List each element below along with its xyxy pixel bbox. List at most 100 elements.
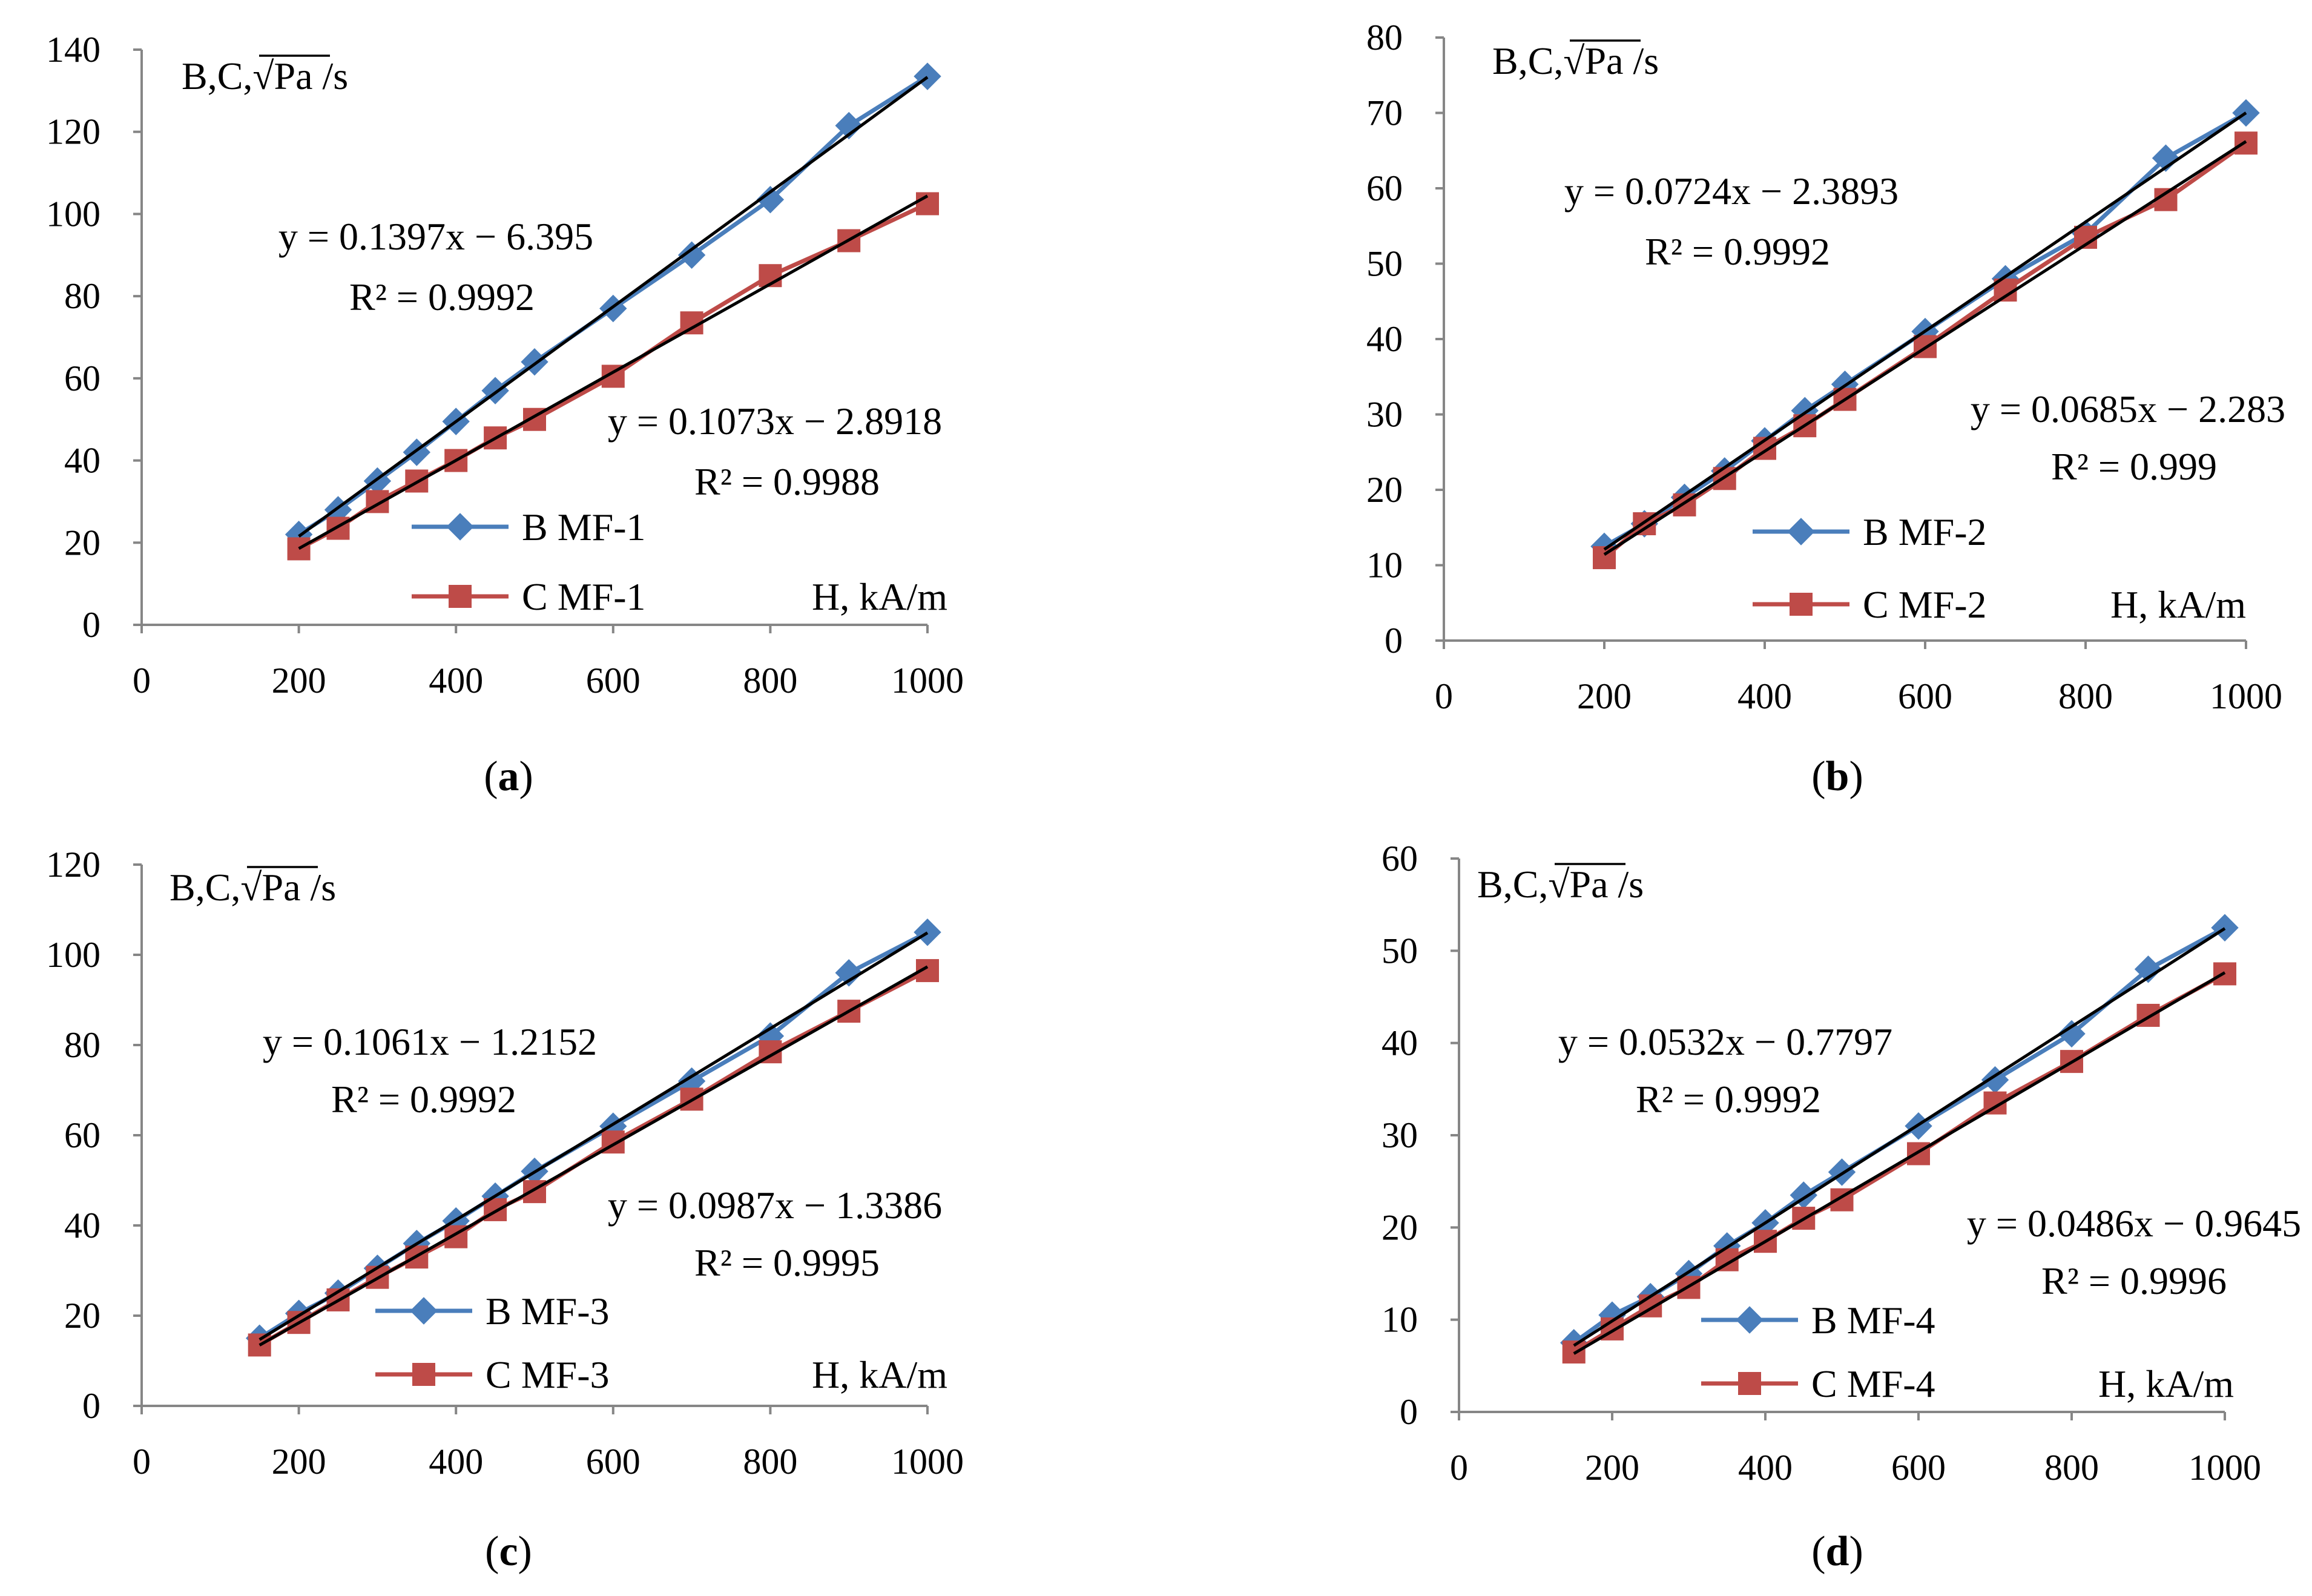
trend-equation-b: y = 0.0532x − 0.7797 <box>1558 1020 1892 1063</box>
y-axis-label: B,C,√Pa /s <box>170 866 336 909</box>
x-tick-label: 0 <box>1435 676 1453 716</box>
x-tick-label: 1000 <box>891 1442 964 1482</box>
y-tick-label: 10 <box>1366 546 1403 585</box>
x-tick-label: 600 <box>586 661 641 701</box>
x-axis-label: H, kA/m <box>2110 583 2246 626</box>
panel-caption: (a) <box>484 753 533 800</box>
data-point-b <box>2211 914 2239 941</box>
legend-marker-b <box>1736 1306 1764 1334</box>
legend-label-b: B MF-1 <box>522 506 646 549</box>
y-tick-label: 0 <box>82 605 100 645</box>
legend-label-c: C MF-3 <box>486 1353 610 1396</box>
sqrt-radicand: Pa <box>1585 39 1624 82</box>
panel-caption: (b) <box>1811 753 1863 800</box>
y-tick-label: 120 <box>46 845 100 885</box>
x-axis-label: H, kA/m <box>812 575 947 618</box>
trend-r2-c: R² = 0.9996 <box>2041 1259 2227 1302</box>
trendline-c <box>259 965 929 1347</box>
data-point-b <box>2058 1020 2086 1048</box>
y-tick-label: 60 <box>1366 168 1403 208</box>
trend-equation-c: y = 0.0486x − 0.9645 <box>1967 1202 2301 1245</box>
y-axis-label: B,C,√Pa /s <box>1477 863 1644 906</box>
y-axis-label: B,C,√Pa /s <box>182 54 348 97</box>
legend-label-c: C MF-4 <box>1811 1362 1935 1405</box>
x-tick-label: 400 <box>1737 676 1792 716</box>
x-axis-label: H, kA/m <box>2098 1362 2234 1405</box>
sqrt-radicand: Pa <box>262 866 301 909</box>
x-tick-label: 200 <box>1585 1448 1639 1488</box>
trend-equation-c: y = 0.0685x − 2.283 <box>1971 387 2285 430</box>
sqrt-radicand: Pa <box>274 54 313 97</box>
trend-equation-c: y = 0.0987x − 1.3386 <box>608 1184 942 1227</box>
data-point-b <box>677 241 706 269</box>
y-tick-label: 100 <box>46 935 100 975</box>
legend-marker-c <box>449 585 472 608</box>
y-tick-label: 50 <box>1366 244 1403 284</box>
y-tick-label: 20 <box>1366 470 1403 510</box>
legend-label-b: B MF-3 <box>486 1290 610 1333</box>
y-tick-label: 0 <box>82 1386 100 1426</box>
x-axis-label: H, kA/m <box>812 1353 947 1396</box>
trend-equation-b: y = 0.1061x − 1.2152 <box>263 1020 597 1063</box>
y-tick-label: 60 <box>64 1115 100 1155</box>
y-tick-label: 50 <box>1382 931 1418 971</box>
x-tick-label: 600 <box>1891 1448 1946 1488</box>
chart-panel-c: 0 20 40 60 80 100 120 0 200 400 600 800 1000 B,C,√Pa … <box>46 845 964 1575</box>
x-tick-label: 1000 <box>2188 1448 2261 1488</box>
y-tick-label: 10 <box>1382 1300 1418 1340</box>
panel-caption: (c) <box>485 1528 532 1575</box>
y-tick-label: 140 <box>46 30 100 70</box>
data-point-b <box>835 111 863 140</box>
legend-marker-c <box>1790 593 1813 616</box>
y-tick-label: 20 <box>1382 1207 1418 1247</box>
x-tick-label: 200 <box>1577 676 1632 716</box>
trend-equation-b: y = 0.0724x − 2.3893 <box>1564 170 1899 213</box>
legend-marker-c <box>412 1363 435 1386</box>
y-tick-label: 60 <box>64 358 100 398</box>
trend-r2-c: R² = 0.9988 <box>694 460 880 503</box>
data-point-b <box>914 918 941 946</box>
data-point-b <box>835 959 863 987</box>
trend-r2-c: R² = 0.999 <box>2051 445 2217 488</box>
y-tick-label: 30 <box>1382 1115 1418 1155</box>
legend-label-b: B MF-4 <box>1811 1299 1935 1342</box>
x-tick-label: 800 <box>743 1442 797 1482</box>
data-point-b <box>756 185 785 214</box>
trend-r2-b: R² = 0.9992 <box>1636 1078 1821 1121</box>
x-tick-label: 800 <box>2044 1448 2099 1488</box>
trendline-b <box>259 931 929 1341</box>
chart-panel-a: 0 20 40 60 80 100 120 140 0 200 400 600 800 1000 B,C,√… <box>46 30 964 800</box>
trendline-b <box>1573 927 2226 1347</box>
trendline-c <box>298 194 929 550</box>
y-tick-label: 0 <box>1400 1392 1418 1432</box>
legend-label-b: B MF-2 <box>1863 510 1987 553</box>
y-tick-label: 60 <box>1382 839 1418 879</box>
y-tick-label: 40 <box>1366 319 1403 359</box>
y-tick-label: 20 <box>64 1296 100 1336</box>
x-tick-label: 0 <box>133 1442 151 1482</box>
x-tick-label: 600 <box>586 1442 641 1482</box>
trend-r2-b: R² = 0.9992 <box>331 1078 516 1121</box>
y-tick-label: 30 <box>1366 395 1403 435</box>
legend-marker-b <box>446 513 474 541</box>
y-axis-label: B,C,√Pa /s <box>1492 39 1659 82</box>
x-tick-label: 400 <box>1738 1448 1793 1488</box>
x-tick-label: 0 <box>133 661 151 701</box>
y-tick-label: 70 <box>1366 93 1403 133</box>
y-tick-label: 40 <box>64 441 100 481</box>
x-tick-label: 0 <box>1450 1448 1468 1488</box>
trendline-b <box>298 76 929 538</box>
y-tick-label: 20 <box>64 523 100 562</box>
x-tick-label: 200 <box>272 1442 326 1482</box>
y-tick-label: 120 <box>46 112 100 152</box>
trend-equation-b: y = 0.1397x − 6.395 <box>278 215 593 258</box>
sqrt-radicand: Pa <box>1570 863 1609 906</box>
data-point-c <box>287 537 311 561</box>
legend-label-c: C MF-1 <box>522 575 646 618</box>
x-tick-label: 1000 <box>2210 676 2282 716</box>
trend-r2-c: R² = 0.9995 <box>694 1241 880 1284</box>
trendline-c <box>1573 971 2226 1355</box>
trend-equation-c: y = 0.1073x − 2.8918 <box>608 400 942 443</box>
